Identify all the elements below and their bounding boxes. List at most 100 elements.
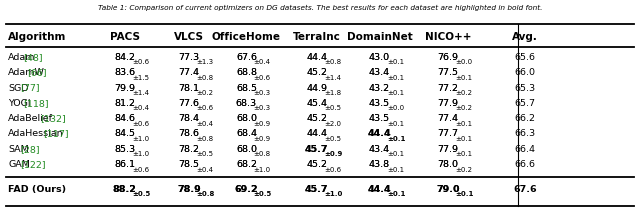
Text: 77.2: 77.2: [438, 84, 458, 93]
Text: 43.4: 43.4: [369, 145, 390, 154]
Text: ±0.2: ±0.2: [455, 167, 472, 173]
Text: 45.7±1.0: 45.7±1.0: [292, 185, 341, 194]
Text: ±0.1: ±0.1: [387, 75, 404, 81]
Text: 65.3: 65.3: [514, 84, 536, 93]
Text: 77.4±0.1: 77.4±0.1: [426, 114, 470, 123]
Text: 85.3: 85.3: [114, 145, 136, 154]
Text: 45.2: 45.2: [307, 160, 327, 169]
Text: 43.4: 43.4: [369, 68, 390, 77]
Text: 44.4: 44.4: [307, 130, 327, 139]
Text: ±0.5: ±0.5: [324, 105, 341, 112]
Text: 45.2±2.0: 45.2±2.0: [295, 114, 339, 123]
Text: ±0.3: ±0.3: [253, 90, 271, 96]
Text: 86.1±0.6: 86.1±0.6: [103, 160, 147, 169]
Text: 43.5: 43.5: [369, 114, 390, 123]
Text: ±0.1: ±0.1: [455, 121, 472, 127]
Text: [117]: [117]: [44, 130, 69, 139]
Text: 77.9: 77.9: [438, 99, 458, 108]
Text: 45.4: 45.4: [307, 99, 327, 108]
Text: AdamW: AdamW: [8, 68, 45, 77]
Text: 45.7: 45.7: [305, 185, 328, 194]
Text: 83.6±1.5: 83.6±1.5: [103, 68, 147, 77]
Text: ±0.6: ±0.6: [324, 167, 341, 173]
Text: 68.4±0.9: 68.4±0.9: [225, 130, 268, 139]
Text: 68.0: 68.0: [236, 145, 257, 154]
Text: 79.0: 79.0: [436, 185, 460, 194]
Text: 69.2±0.5: 69.2±0.5: [222, 185, 271, 194]
Text: 68.0: 68.0: [236, 114, 257, 123]
Text: YOGI: YOGI: [8, 99, 31, 108]
Text: 43.4: 43.4: [369, 68, 390, 77]
Text: 43.2±0.1: 43.2±0.1: [358, 84, 401, 93]
Text: 44.4±0.1: 44.4±0.1: [355, 185, 404, 194]
Text: 84.2±0.6: 84.2±0.6: [103, 53, 147, 62]
Text: Algorithm: Algorithm: [8, 32, 67, 42]
Text: 66.3: 66.3: [514, 130, 536, 139]
Text: 77.6: 77.6: [179, 99, 199, 108]
Text: NICO++: NICO++: [425, 32, 471, 42]
Text: 44.4: 44.4: [307, 130, 327, 139]
Text: ±0.1: ±0.1: [387, 59, 404, 66]
Text: 77.7: 77.7: [438, 130, 458, 139]
Text: 68.0±0.8: 68.0±0.8: [225, 145, 268, 154]
Text: 84.5: 84.5: [115, 130, 135, 139]
Text: ±0.4: ±0.4: [253, 59, 271, 66]
Text: 43.0: 43.0: [369, 53, 390, 62]
Text: [28]: [28]: [20, 145, 40, 154]
Text: 67.6: 67.6: [236, 53, 257, 62]
Text: ±0.9: ±0.9: [253, 121, 271, 127]
Text: SAM: SAM: [8, 145, 29, 154]
Text: 68.8: 68.8: [236, 68, 257, 77]
Text: 68.8±0.6: 68.8±0.6: [225, 68, 268, 77]
Text: PACS: PACS: [110, 32, 140, 42]
Text: 45.2: 45.2: [307, 68, 327, 77]
Text: [118]: [118]: [24, 99, 49, 108]
Text: ±0.2: ±0.2: [455, 105, 472, 112]
Text: 69.2: 69.2: [235, 185, 258, 194]
Text: ±1.4: ±1.4: [132, 90, 149, 96]
Text: 44.9±1.8: 44.9±1.8: [295, 84, 339, 93]
Text: 68.4: 68.4: [236, 130, 257, 139]
Text: ±0.5: ±0.5: [253, 191, 272, 197]
Text: 43.8±0.1: 43.8±0.1: [358, 160, 401, 169]
Text: SGD: SGD: [8, 84, 29, 93]
Text: 84.5±1.0: 84.5±1.0: [103, 130, 147, 139]
Text: 78.9: 78.9: [177, 185, 201, 194]
Text: ±0.1: ±0.1: [387, 90, 404, 96]
Text: 77.5: 77.5: [438, 68, 458, 77]
Text: 77.2: 77.2: [438, 84, 458, 93]
Text: 43.8: 43.8: [369, 160, 390, 169]
Text: 77.4: 77.4: [438, 114, 458, 123]
Text: ±0.4: ±0.4: [196, 167, 213, 173]
Text: 68.4: 68.4: [236, 130, 257, 139]
Text: 45.4±0.5: 45.4±0.5: [295, 99, 339, 108]
Text: 68.5: 68.5: [236, 84, 257, 93]
Text: 43.4±0.1: 43.4±0.1: [358, 145, 401, 154]
Text: 79.0±0.1: 79.0±0.1: [424, 185, 472, 194]
Text: 45.7±0.9: 45.7±0.9: [292, 145, 341, 154]
Text: 44.4±0.5: 44.4±0.5: [295, 130, 339, 139]
Text: 81.2: 81.2: [115, 99, 135, 108]
Text: 44.4: 44.4: [307, 53, 327, 62]
Text: 43.5: 43.5: [369, 99, 390, 108]
Text: 66.0: 66.0: [515, 68, 535, 77]
Text: GAM: GAM: [8, 160, 30, 169]
Text: ±0.4: ±0.4: [132, 105, 149, 112]
Text: 65.6: 65.6: [515, 53, 535, 62]
Text: 45.2: 45.2: [307, 114, 327, 123]
Text: ±0.0: ±0.0: [455, 59, 472, 66]
Text: 44.4: 44.4: [368, 185, 391, 194]
Text: 77.9±0.1: 77.9±0.1: [426, 145, 470, 154]
Text: ±1.8: ±1.8: [324, 90, 341, 96]
Text: 79.0: 79.0: [436, 185, 460, 194]
Text: 77.9: 77.9: [438, 145, 458, 154]
Text: 78.6: 78.6: [179, 130, 199, 139]
Text: 78.5±0.4: 78.5±0.4: [167, 160, 211, 169]
Text: 78.6±0.8: 78.6±0.8: [167, 130, 211, 139]
Text: ±0.8: ±0.8: [324, 59, 341, 66]
Text: ±1.3: ±1.3: [196, 59, 213, 66]
Text: ±0.6: ±0.6: [132, 121, 149, 127]
Text: ±0.1: ±0.1: [387, 136, 405, 142]
Text: ±0.8: ±0.8: [196, 75, 213, 81]
Text: 77.9±0.2: 77.9±0.2: [426, 99, 470, 108]
